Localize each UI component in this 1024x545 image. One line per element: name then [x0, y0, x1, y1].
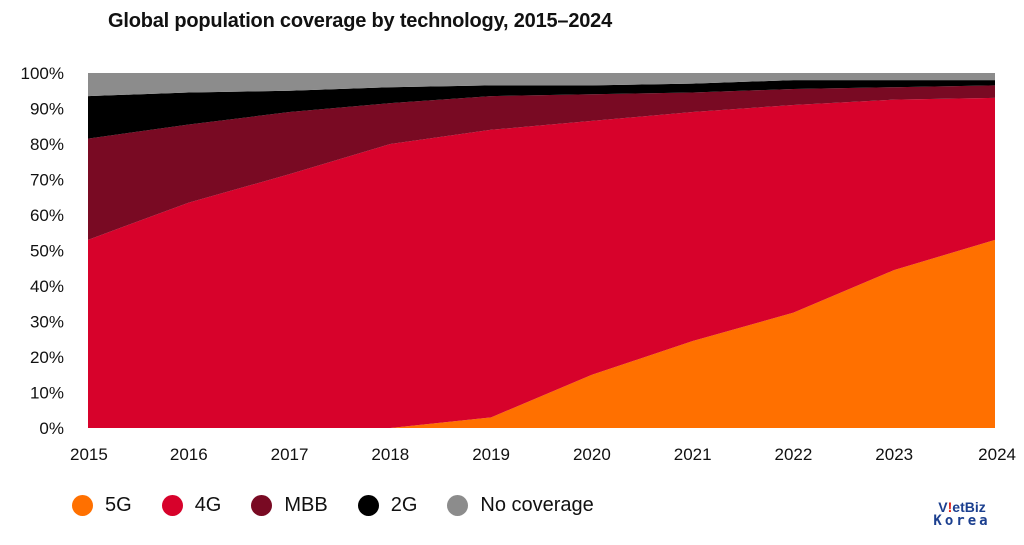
x-tick-label: 2016: [170, 445, 208, 464]
legend-swatch: [447, 495, 469, 516]
x-axis-ticks: 2015 2016 2017 2018 2019 2020 2021 2022 2023 2024: [70, 445, 1016, 464]
legend-label: 2G: [390, 494, 418, 516]
area-no-coverage: [88, 73, 995, 97]
legend-item-2g: 2G: [357, 494, 418, 517]
x-tick-label: 2017: [271, 445, 309, 464]
area-2g: [88, 80, 995, 139]
x-tick-label: 2018: [371, 445, 409, 464]
legend-swatch: [72, 495, 93, 516]
x-tick-label: 2020: [573, 445, 611, 464]
y-tick-label: 10%: [30, 384, 64, 403]
y-tick-label: 20%: [30, 348, 64, 367]
y-tick-label: 70%: [30, 171, 64, 190]
legend-item-mbb: MBB: [251, 494, 328, 517]
x-tick-label: 2021: [674, 445, 712, 464]
legend-item-5g: 5G: [72, 494, 132, 517]
legend-label: No coverage: [480, 494, 594, 516]
area-4g: [88, 97, 995, 428]
legend-item-no-coverage: No coverage: [447, 494, 594, 517]
y-tick-label: 60%: [30, 206, 64, 225]
y-tick-label: 30%: [30, 313, 64, 332]
chart-areas: [88, 73, 995, 428]
legend-swatch: [357, 495, 379, 516]
y-tick-label: 0%: [39, 419, 64, 438]
legend-swatch: [251, 495, 273, 516]
legend-label: MBB: [284, 494, 328, 516]
y-tick-label: 50%: [30, 242, 64, 261]
x-tick-label: 2015: [70, 445, 108, 464]
legend: 5G 4G MBB 2G No coverage: [72, 494, 624, 517]
area-5g: [88, 239, 995, 428]
legend-label: 5G: [105, 494, 132, 516]
y-tick-label: 90%: [30, 100, 64, 119]
x-tick-label: 2024: [978, 445, 1016, 464]
x-tick-label: 2019: [472, 445, 510, 464]
y-tick-label: 80%: [30, 135, 64, 154]
y-tick-label: 40%: [30, 277, 64, 296]
x-tick-label: 2023: [875, 445, 913, 464]
watermark-logo: V!etBiz Korea: [933, 499, 991, 529]
x-tick-label: 2022: [775, 445, 813, 464]
y-axis-ticks: 0% 10% 20% 30% 40% 50% 60% 70% 80% 90% 100%: [21, 64, 64, 438]
legend-item-4g: 4G: [161, 494, 222, 517]
chart-title: Global population coverage by technology…: [108, 10, 613, 32]
y-tick-label: 100%: [21, 64, 64, 83]
legend-label: 4G: [194, 494, 222, 516]
legend-swatch: [161, 495, 183, 516]
area-mbb: [88, 85, 995, 240]
